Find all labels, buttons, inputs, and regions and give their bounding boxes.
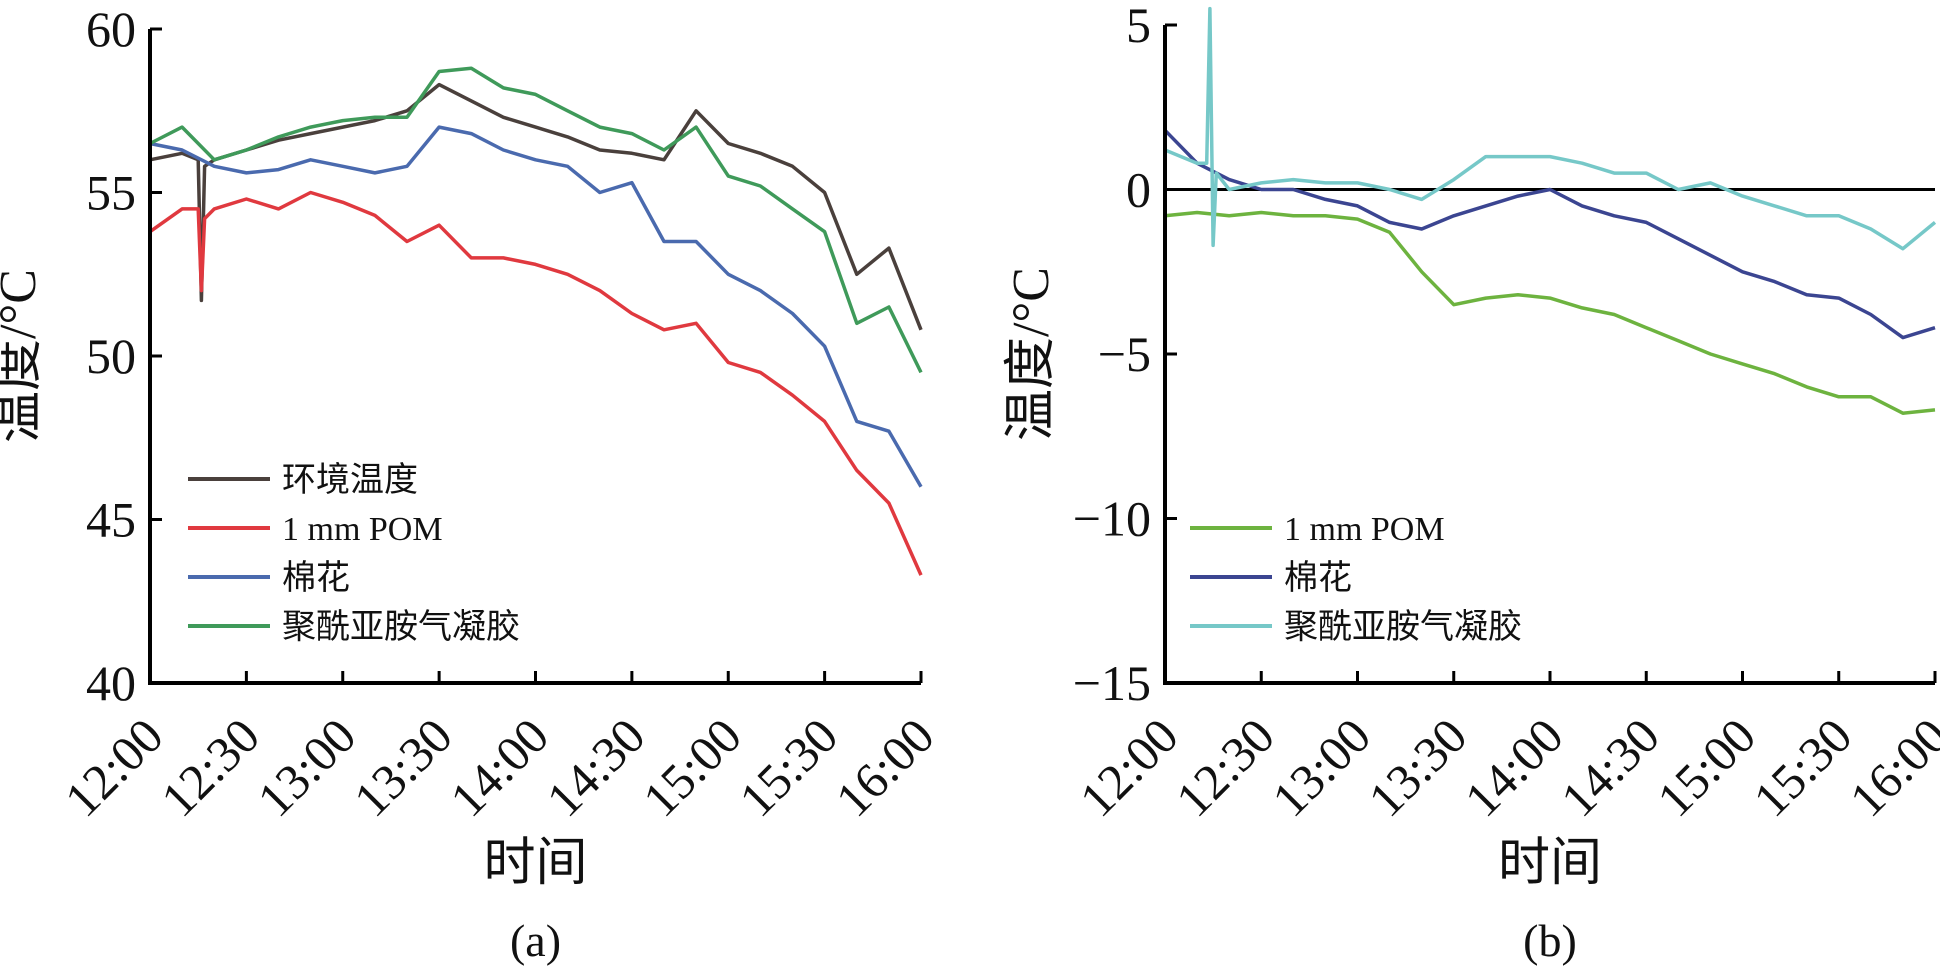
series-line-2	[149, 125, 923, 488]
x-tick-label: 16:00	[1839, 707, 1940, 827]
y-tick-label: −5	[1098, 326, 1151, 382]
series-line-3	[149, 66, 923, 374]
series-line-1	[148, 190, 923, 576]
x-axis-title: 时间	[483, 835, 587, 892]
y-tick-label: 40	[86, 655, 136, 711]
x-tick-label: 16:00	[825, 707, 945, 827]
panel-b: −15 −10 −5 0 5 12:0012:3013:0013:3014:0014:30…	[1003, 0, 1940, 966]
y-tick-label: −15	[1073, 655, 1151, 711]
y-tick-label: 60	[86, 1, 136, 57]
legend-label-2: 聚酰亚胺气凝胶	[1284, 608, 1522, 646]
legend-label-0: 环境温度	[282, 461, 418, 499]
y-tick-label: 5	[1126, 0, 1151, 53]
x-tick-label: 14:30	[1550, 707, 1670, 827]
y-tick-label: −10	[1073, 491, 1151, 547]
panel-label: (a)	[510, 915, 561, 966]
x-tick-label: 15:00	[632, 707, 752, 827]
series-line-0	[1164, 210, 1936, 415]
x-tick-label: 12:30	[1165, 707, 1285, 827]
panel-a: 40 45 50 55 60 12:0012:3013:0013:3014:0014:30…	[0, 1, 945, 966]
x-tick-label: 12:00	[54, 707, 174, 827]
x-tick-label: 13:00	[246, 707, 366, 827]
x-tick-label: 14:00	[1454, 707, 1574, 827]
y-tick-label: 55	[86, 165, 136, 221]
x-tick-label: 13:00	[1261, 707, 1381, 827]
series-line-2	[1164, 6, 1937, 251]
legend-label-0: 1 mm POM	[1284, 511, 1445, 548]
x-tick-label: 15:30	[1742, 707, 1862, 827]
series-line-0	[149, 82, 923, 331]
x-tick-label: 13:30	[343, 707, 463, 827]
panel-label: (b)	[1523, 915, 1577, 966]
x-tick-label: 15:00	[1646, 707, 1766, 827]
x-tick-label: 14:00	[439, 707, 559, 827]
legend-label-1: 棉花	[1284, 559, 1352, 597]
x-tick-label: 14:30	[536, 707, 656, 827]
y-tick-label: 0	[1126, 162, 1151, 218]
y-axis-title: 温度/°C	[1003, 267, 1060, 441]
y-tick-label: 45	[86, 492, 136, 548]
x-tick-label: 15:30	[728, 707, 848, 827]
y-axis-title: 温度/°C	[0, 269, 47, 443]
y-tick-label: 50	[86, 328, 136, 384]
legend-label-1: 1 mm POM	[282, 511, 443, 548]
legend-label-2: 棉花	[282, 559, 350, 597]
x-tick-label: 12:00	[1069, 707, 1189, 827]
series-line-1	[1163, 129, 1936, 340]
x-axis-title: 时间	[1498, 835, 1602, 892]
x-tick-label: 13:30	[1357, 707, 1477, 827]
x-tick-label: 12:30	[150, 707, 270, 827]
legend-label-3: 聚酰亚胺气凝胶	[282, 608, 520, 646]
